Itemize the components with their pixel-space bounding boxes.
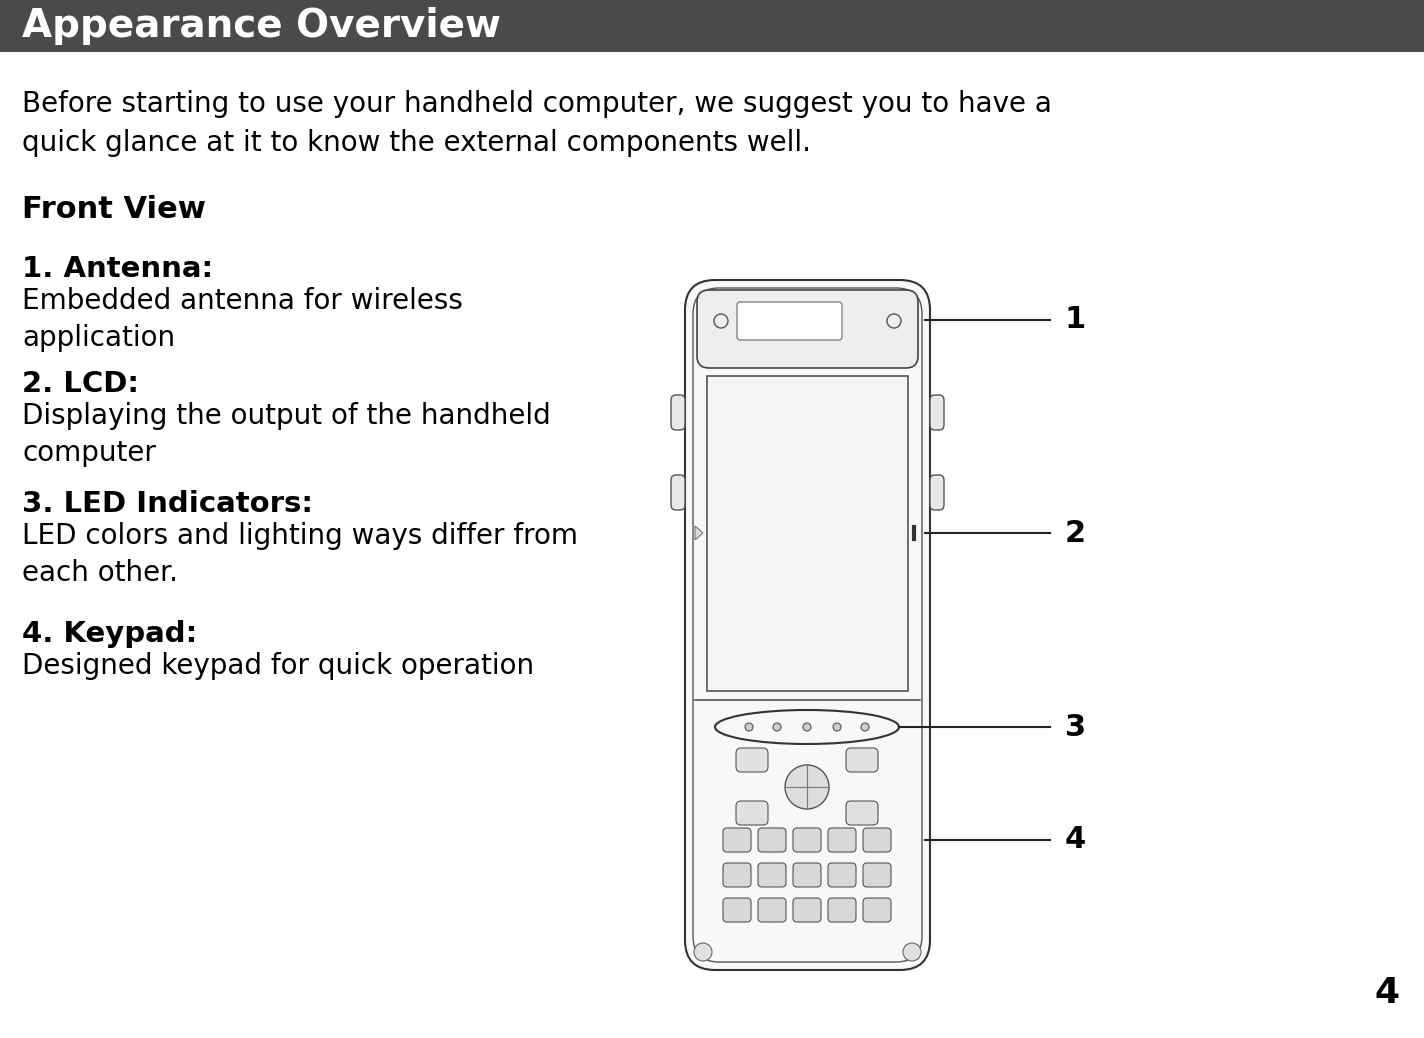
Bar	[0, 0, 1424, 52]
FancyBboxPatch shape	[863, 828, 891, 852]
FancyBboxPatch shape	[827, 863, 856, 887]
Text: Embedded antenna for wireless
application: Embedded antenna for wireless applicatio…	[21, 286, 463, 352]
FancyBboxPatch shape	[793, 863, 822, 887]
FancyBboxPatch shape	[671, 395, 685, 430]
Circle shape	[833, 723, 842, 731]
FancyBboxPatch shape	[723, 828, 750, 852]
Text: 3. LED Indicators:: 3. LED Indicators:	[21, 490, 313, 518]
FancyBboxPatch shape	[930, 395, 944, 430]
Text: 4: 4	[1065, 825, 1087, 854]
Text: Before starting to use your handheld computer, we suggest you to have a
quick gl: Before starting to use your handheld com…	[21, 90, 1052, 157]
Text: 1. Antenna:: 1. Antenna:	[21, 255, 214, 283]
FancyBboxPatch shape	[696, 290, 918, 368]
Text: Front View: Front View	[21, 195, 206, 224]
Circle shape	[803, 723, 812, 731]
FancyBboxPatch shape	[736, 801, 768, 825]
FancyBboxPatch shape	[758, 898, 786, 922]
Circle shape	[713, 315, 728, 328]
Text: 2. LCD:: 2. LCD:	[21, 370, 140, 398]
FancyBboxPatch shape	[758, 863, 786, 887]
Text: 4: 4	[1376, 976, 1400, 1010]
Circle shape	[862, 723, 869, 731]
FancyBboxPatch shape	[930, 475, 944, 510]
FancyBboxPatch shape	[793, 898, 822, 922]
Text: Designed keypad for quick operation: Designed keypad for quick operation	[21, 652, 534, 680]
FancyBboxPatch shape	[738, 302, 842, 340]
FancyBboxPatch shape	[846, 748, 879, 772]
Text: 1: 1	[1065, 305, 1087, 334]
Text: Displaying the output of the handheld
computer: Displaying the output of the handheld co…	[21, 402, 551, 467]
FancyBboxPatch shape	[671, 475, 685, 510]
Circle shape	[745, 723, 753, 731]
FancyBboxPatch shape	[723, 898, 750, 922]
FancyBboxPatch shape	[827, 898, 856, 922]
Polygon shape	[695, 526, 703, 540]
Text: 2: 2	[1065, 519, 1087, 547]
Text: LED colors and lighting ways differ from
each other.: LED colors and lighting ways differ from…	[21, 522, 578, 586]
FancyBboxPatch shape	[723, 863, 750, 887]
Text: 4. Keypad:: 4. Keypad:	[21, 620, 198, 648]
FancyBboxPatch shape	[863, 898, 891, 922]
FancyBboxPatch shape	[758, 828, 786, 852]
FancyBboxPatch shape	[685, 280, 930, 969]
Circle shape	[693, 943, 712, 961]
Circle shape	[887, 315, 901, 328]
FancyBboxPatch shape	[793, 828, 822, 852]
Text: Appearance Overview: Appearance Overview	[21, 7, 501, 45]
Circle shape	[903, 943, 921, 961]
FancyBboxPatch shape	[846, 801, 879, 825]
Text: 3: 3	[1065, 712, 1087, 741]
Circle shape	[785, 765, 829, 809]
FancyBboxPatch shape	[827, 828, 856, 852]
FancyBboxPatch shape	[736, 748, 768, 772]
Bar	[706, 376, 909, 691]
FancyBboxPatch shape	[863, 863, 891, 887]
Circle shape	[773, 723, 780, 731]
